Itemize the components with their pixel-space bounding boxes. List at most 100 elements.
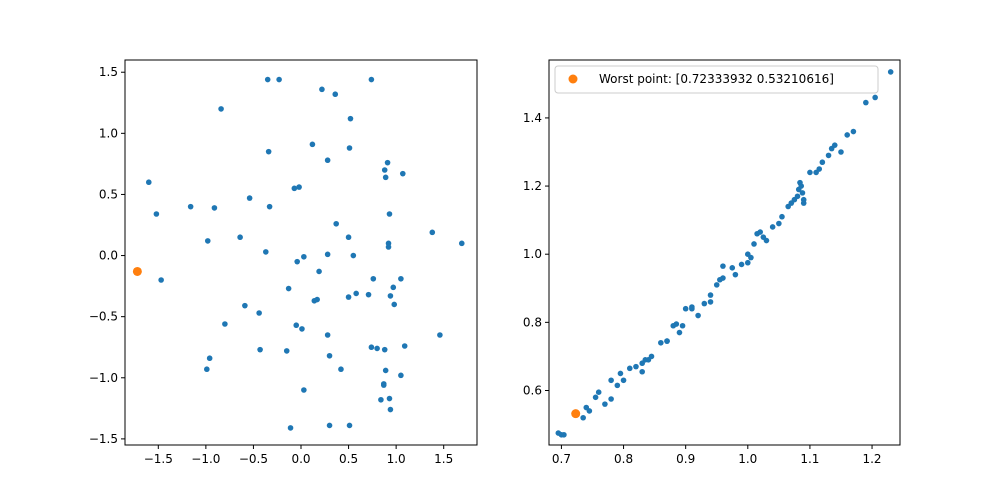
x-tick-label: 0.9 (676, 452, 695, 466)
x-tick-label: −1.0 (191, 452, 220, 466)
data-point (639, 368, 645, 375)
data-point (682, 305, 689, 312)
left-scatter-plot: −1.5 −1.0 −0.5 0.0 0.5 1.0 1.5 −1.5 −1.0 −0.5 0.0 0… (89, 59, 478, 466)
y-tick-label: 1.2 (523, 179, 542, 193)
data-point (332, 91, 339, 98)
data-point (283, 348, 290, 354)
data-point (311, 297, 318, 304)
legend-box (554, 65, 879, 94)
data-points (145, 76, 465, 431)
data-point (779, 213, 785, 220)
data-point (368, 76, 375, 83)
data-point (266, 203, 273, 210)
data-point (707, 299, 714, 305)
data-point (580, 414, 586, 421)
data-point (296, 184, 302, 190)
x-tick-label: 1.2 (862, 452, 881, 466)
data-point (285, 285, 292, 292)
data-point (263, 249, 269, 255)
data-point (218, 106, 224, 112)
data-point (242, 302, 248, 309)
data-point (399, 170, 406, 177)
legend: Worst point: [0.72333932 0.53210616] (554, 65, 879, 94)
data-point (387, 406, 394, 413)
data-point (382, 367, 389, 374)
data-point (798, 183, 805, 189)
data-point (769, 224, 776, 230)
data-point (256, 310, 262, 316)
data-point (345, 234, 352, 241)
data-point (145, 179, 152, 186)
data-point (384, 159, 391, 166)
data-point (265, 148, 272, 155)
data-point (301, 253, 307, 260)
y-tick-label: 0.0 (99, 249, 118, 263)
data-point (763, 237, 770, 244)
data-point (695, 312, 701, 319)
data-point (378, 396, 384, 403)
data-point (385, 244, 392, 250)
data-point (294, 258, 300, 265)
data-point (844, 132, 850, 138)
data-point (429, 229, 436, 236)
x-tick-label: 0.8 (614, 452, 633, 466)
data-point (326, 352, 333, 359)
data-point (608, 396, 614, 402)
data-point (382, 174, 389, 181)
data-point (246, 195, 253, 201)
data-point (592, 394, 599, 401)
data-point (257, 346, 263, 353)
data-point (345, 294, 352, 300)
x-tick-label: 1.0 (387, 452, 406, 466)
data-point (222, 321, 228, 327)
y-tick-label: 1.5 (99, 65, 118, 79)
x-tick-label: 0.5 (339, 452, 358, 466)
data-point (381, 346, 388, 353)
data-point (398, 372, 404, 379)
data-point (831, 142, 838, 148)
data-point (204, 238, 211, 244)
data-point (729, 265, 736, 271)
data-point (350, 252, 357, 259)
data-point (381, 167, 388, 173)
worst-point (571, 409, 581, 419)
axes-frame (548, 59, 901, 446)
legend-marker (568, 74, 578, 84)
y-tick-label: 1.4 (523, 111, 542, 125)
data-point (819, 159, 826, 166)
data-point (617, 370, 624, 377)
data-point (751, 241, 757, 247)
data-point (807, 169, 813, 176)
data-point (380, 382, 387, 388)
data-point (586, 408, 593, 414)
data-point (794, 193, 801, 200)
data-point (276, 76, 282, 83)
data-point (206, 355, 213, 362)
data-point (401, 343, 408, 349)
data-point (374, 345, 380, 352)
data-point (237, 234, 243, 241)
data-point (713, 282, 720, 288)
data-point (887, 69, 894, 75)
data-point (738, 261, 745, 268)
data-point (679, 322, 686, 329)
data-point (324, 332, 331, 338)
data-point (387, 293, 394, 299)
data-point (365, 291, 372, 298)
x-tick-label: 1.1 (800, 452, 819, 466)
data-point (316, 268, 322, 275)
data-point (333, 220, 340, 227)
data-point (595, 389, 602, 395)
data-point (158, 277, 164, 283)
y-tick-label: 0.8 (523, 315, 542, 329)
data-point (347, 115, 354, 122)
data-point (800, 200, 807, 206)
data-point (204, 366, 210, 373)
right-scatter-plot: 0.7 0.8 0.9 1.0 1.1 1.2 0.6 0.8 1.0 1.2 1.4 Worst p… (523, 59, 901, 466)
data-point (608, 377, 614, 384)
data-point (368, 344, 375, 351)
data-point (732, 271, 739, 278)
data-point (720, 263, 726, 269)
data-point (398, 275, 404, 282)
data-point (299, 326, 305, 332)
